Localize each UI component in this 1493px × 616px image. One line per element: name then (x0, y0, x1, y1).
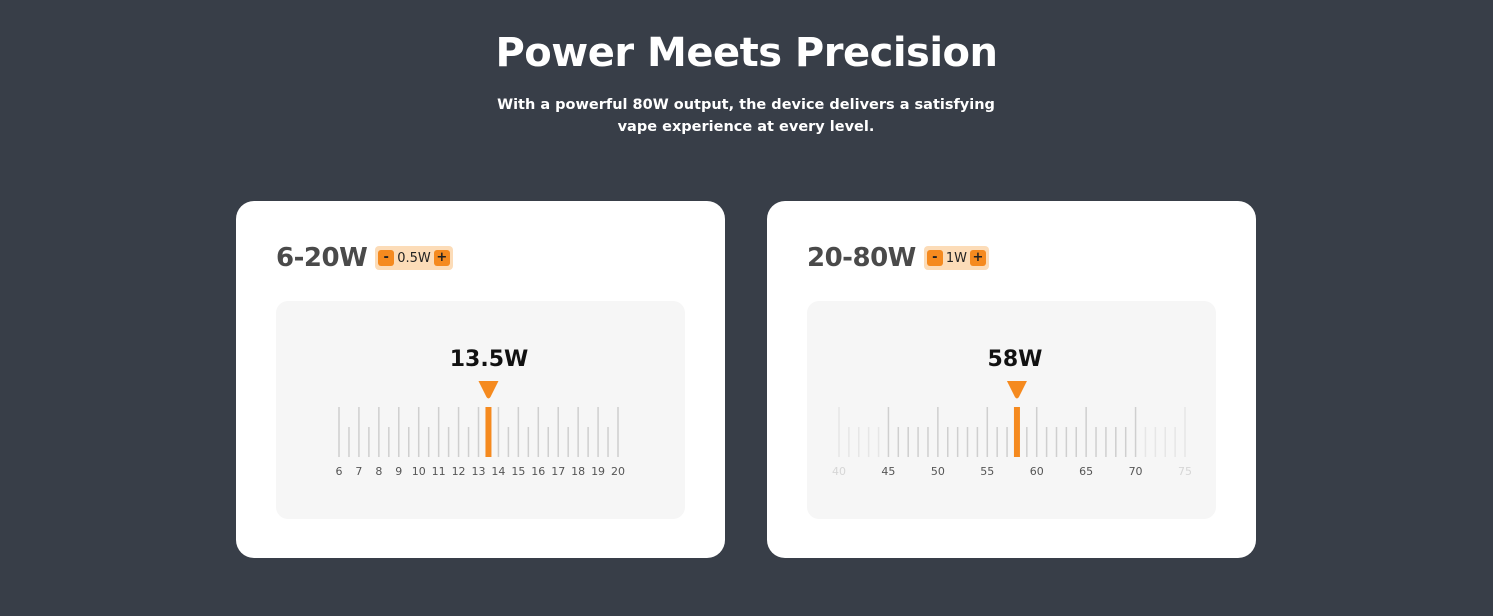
scale-label: 55 (980, 465, 994, 478)
step-value: 1W (945, 250, 967, 266)
step-control: - 0.5W + (375, 246, 453, 270)
decrease-button[interactable]: - (378, 250, 395, 266)
wattage-dial[interactable]: 13.5W 6 7 8 9 10 11 12 13 14 15 16 17 18 19 20 (276, 301, 685, 519)
scale-label: 17 (551, 465, 565, 478)
value-indicator[interactable] (1013, 407, 1020, 457)
increase-button[interactable]: + (433, 250, 450, 266)
wattage-card-low: 6-20W - 0.5W + 13.5W 6 7 8 9 10 11 12 13 14 15 16 1… (236, 201, 725, 558)
scale-label: 14 (491, 465, 505, 478)
pointer-triangle-icon (478, 381, 499, 399)
step-value: 0.5W (397, 250, 431, 266)
scale-label: 6 (336, 465, 343, 478)
scale-label: 75 (1178, 465, 1192, 478)
scale-label: 13 (472, 465, 486, 478)
scale-label: 40 (832, 465, 846, 478)
scale-label: 18 (571, 465, 585, 478)
pointer-triangle-icon (1006, 381, 1027, 399)
scale-label: 11 (432, 465, 446, 478)
scale-label: 10 (412, 465, 426, 478)
step-control: - 1W + (923, 246, 989, 270)
scale-label: 70 (1129, 465, 1143, 478)
page-title: Power Meets Precision (495, 30, 998, 76)
wattage-scale: 40 45 50 55 60 65 70 75 (832, 381, 1192, 478)
range-header: 20-80W - 1W + (807, 241, 989, 275)
increase-button[interactable]: + (969, 250, 986, 266)
scale-label: 45 (881, 465, 895, 478)
page-subtitle: With a powerful 80W output, the device d… (497, 97, 995, 135)
scale-label: 15 (511, 465, 525, 478)
wattage-scale: 6 7 8 9 10 11 12 13 14 15 16 17 18 19 20 (336, 381, 625, 478)
range-label: 6-20W (276, 243, 368, 273)
scale-label: 12 (452, 465, 466, 478)
current-wattage: 13.5W (449, 347, 529, 372)
scale-label: 50 (931, 465, 945, 478)
range-header: 6-20W - 0.5W + (276, 241, 453, 275)
scale-label: 8 (375, 465, 382, 478)
current-wattage: 58W (987, 347, 1043, 372)
value-indicator[interactable] (485, 407, 492, 457)
scale-label: 7 (355, 465, 362, 478)
range-label: 20-80W (807, 243, 916, 273)
scale-label: 20 (611, 465, 625, 478)
scale-label: 19 (591, 465, 605, 478)
decrease-button[interactable]: - (926, 250, 943, 266)
wattage-dial[interactable]: 58W 40 45 50 55 60 65 70 75 (807, 301, 1216, 519)
scale-label: 60 (1030, 465, 1044, 478)
scale-label: 65 (1079, 465, 1093, 478)
scale-label: 16 (531, 465, 545, 478)
scale-label: 9 (395, 465, 402, 478)
wattage-card-high: 20-80W - 1W + 58W 40 45 50 55 60 65 70 75 (767, 201, 1256, 558)
